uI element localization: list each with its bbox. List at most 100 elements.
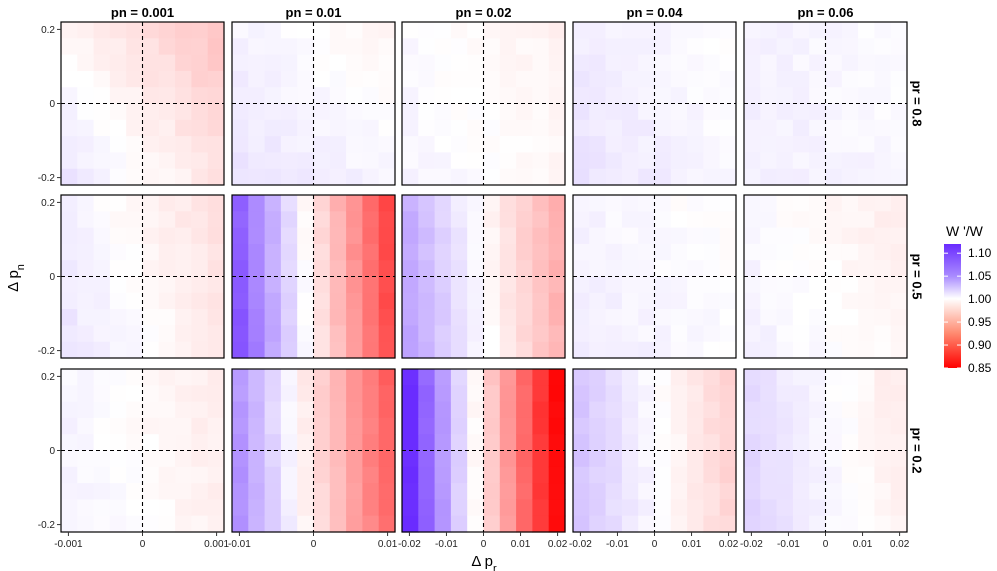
heatmap-cell (825, 119, 843, 137)
heatmap-cell (605, 417, 623, 435)
heatmap-cell (313, 499, 331, 517)
heatmap-cell (532, 70, 550, 88)
heatmap-cell (77, 276, 95, 294)
heatmap-cell (589, 450, 607, 468)
heatmap-cell (744, 341, 761, 359)
heatmap-cell (346, 54, 363, 72)
heatmap-cell (670, 195, 688, 212)
heatmap-cell (792, 119, 810, 137)
heatmap-cell (638, 450, 656, 468)
heatmap-cell (516, 369, 533, 386)
heatmap-cell (841, 515, 859, 533)
heatmap-cell (874, 401, 892, 419)
x-axis-title: Δ pr (471, 553, 497, 571)
heatmap-cell (158, 168, 176, 186)
heatmap-cell (93, 401, 111, 419)
heatmap-cell (589, 227, 607, 245)
heatmap-cell (792, 292, 810, 310)
heatmap-cell (126, 466, 144, 484)
heatmap-cell (532, 54, 550, 72)
heatmap-cell (776, 276, 794, 294)
heatmap-cell (638, 483, 656, 500)
heatmap-cell (744, 70, 761, 88)
heatmap-cell (874, 483, 892, 500)
heatmap-cell (589, 341, 607, 359)
heatmap-cell (890, 87, 908, 105)
heatmap-cell (548, 211, 566, 229)
panel-r1-c4 (572, 21, 737, 186)
heatmap-cell (191, 38, 209, 56)
heatmap-cell (346, 152, 363, 170)
heatmap-cell (532, 434, 550, 452)
legend-colorbar (944, 244, 961, 368)
y-tick-label: 0 (49, 272, 55, 283)
heatmap-cell (77, 70, 95, 88)
heatmap-cell (670, 168, 688, 186)
heatmap-cell (499, 195, 517, 212)
heatmap-cell (548, 70, 566, 88)
heatmap-cell (329, 325, 347, 343)
heatmap-cell (207, 292, 225, 310)
heatmap-cell (890, 70, 908, 88)
heatmap-cell (402, 227, 419, 245)
heatmap-cell (158, 136, 176, 153)
heatmap-cell (792, 369, 810, 386)
heatmap-cell (362, 211, 380, 229)
heatmap-cell (654, 152, 672, 170)
heatmap-cell (548, 276, 566, 294)
heatmap-cell (548, 434, 566, 452)
heatmap-cell (890, 325, 908, 343)
heatmap-cell (434, 417, 452, 435)
heatmap-cell (654, 119, 672, 137)
heatmap-cell (191, 152, 209, 170)
legend-tick-label: 0.85 (968, 361, 992, 375)
heatmap-cell (589, 466, 607, 484)
heatmap-cell (248, 434, 266, 452)
heatmap-cell (744, 499, 761, 517)
heatmap-cell (158, 385, 176, 403)
heatmap-cell (499, 309, 517, 326)
heatmap-cell (346, 499, 363, 517)
panel-r3-c3 (401, 368, 566, 533)
heatmap-cell (313, 38, 331, 56)
heatmap-cell (670, 260, 688, 278)
heatmap-cell (719, 276, 737, 294)
heatmap-cell (77, 152, 95, 170)
heatmap-cell (890, 38, 908, 56)
y-tick-label: 0.2 (41, 25, 55, 36)
heatmap-cell (744, 136, 761, 153)
panel-r3-c5 (743, 368, 908, 533)
heatmap-cell (434, 369, 452, 386)
heatmap-cell (297, 243, 315, 261)
panel-r2-c4 (572, 194, 737, 359)
heatmap-cell (638, 195, 656, 212)
heatmap-cell (744, 22, 761, 39)
heatmap-cell (703, 499, 721, 517)
heatmap-cell (605, 450, 623, 468)
heatmap-cell (142, 152, 160, 170)
heatmap-cell (467, 168, 485, 186)
heatmap-cell (109, 87, 127, 105)
heatmap-cell (264, 483, 282, 500)
heatmap-cell (346, 466, 363, 484)
heatmap-cell (378, 401, 396, 419)
heatmap-cell (450, 434, 468, 452)
heatmap-cell (264, 168, 282, 186)
heatmap-cell (670, 515, 688, 533)
heatmap-cell (142, 292, 160, 310)
heatmap-cell (362, 119, 380, 137)
heatmap-cell (499, 515, 517, 533)
heatmap-cell (809, 309, 827, 326)
heatmap-cell (792, 227, 810, 245)
heatmap-cell (638, 22, 656, 39)
heatmap-cell (573, 54, 590, 72)
heatmap-cell (703, 119, 721, 137)
heatmap-cell (93, 260, 111, 278)
heatmap-cell (450, 401, 468, 419)
panel-border (572, 21, 737, 186)
legend-tick-label: 1.05 (968, 269, 992, 283)
heatmap-cell (890, 341, 908, 359)
heatmap-cell (858, 103, 875, 121)
heatmap-cell (792, 38, 810, 56)
heatmap-cell (61, 385, 78, 403)
